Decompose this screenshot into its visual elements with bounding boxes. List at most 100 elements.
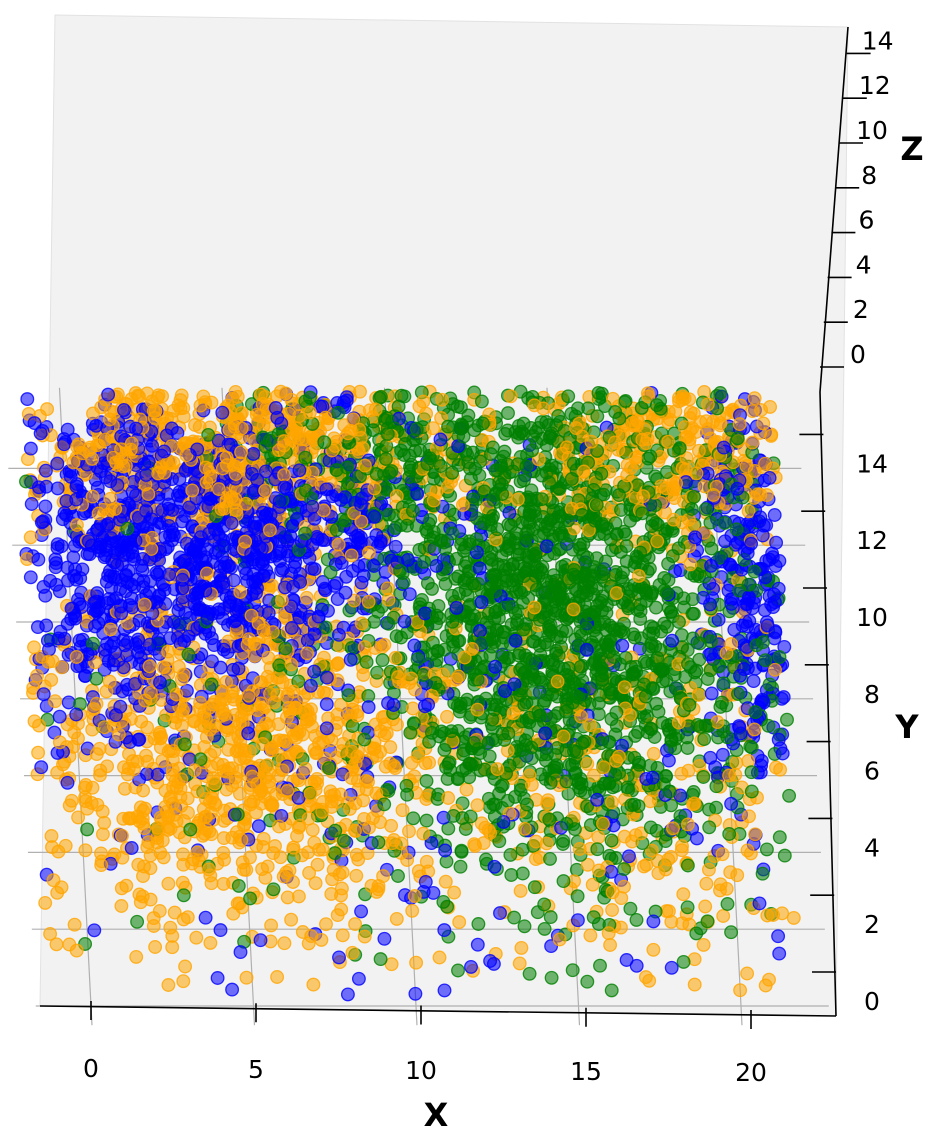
scatter-point [437,923,452,938]
scatter-point [203,868,218,883]
scatter-point [629,958,644,973]
scatter-point [367,481,382,496]
scatter-point [231,878,246,893]
scatter-point [752,896,767,911]
scatter-point [161,978,176,992]
scatter-point [340,987,355,1002]
scatter-point [594,466,609,481]
scatter-point [742,809,756,824]
scatter-point [285,518,300,533]
scatter-point [80,801,95,816]
scatter-point [716,909,731,923]
scatter-point [129,949,144,964]
scatter-point [643,794,658,809]
scatter-point [280,544,295,559]
scatter-point [130,572,145,587]
scatter-point [623,901,638,916]
scatter-point [250,415,265,430]
scatter-point [178,959,193,974]
scatter-point [57,631,72,646]
scatter-point [537,921,552,936]
scatter-point [362,820,376,835]
scatter-point [700,397,715,412]
scatter-point [19,474,33,489]
scatter-point [543,910,558,925]
scatter-point [100,759,115,774]
scatter-point [464,959,478,974]
scatter-point [335,512,350,527]
scatter-point [771,929,786,944]
scatter-point [593,958,607,973]
scatter-point [764,428,779,443]
scatter-point [470,937,485,952]
scatter-point [415,593,429,607]
scatter-point [710,715,725,730]
scatter-point [639,709,654,724]
scatter-point [735,618,750,633]
scatter-point [115,828,129,843]
scatter-point [386,698,401,712]
scatter-point [472,561,487,576]
scatter-point [123,735,137,749]
scatter-point [52,709,67,724]
scatter-point [198,791,213,806]
scatter-point [676,887,691,902]
scatter-point [556,874,571,889]
scatter-point [381,592,396,607]
scatter-point [506,706,521,721]
scatter-point [131,857,146,872]
scatter-point [180,910,195,925]
scatter-point [127,676,142,691]
scatter-point [244,608,259,623]
scatter-point [440,479,455,494]
scatter-point [631,755,646,770]
scatter-point [482,551,497,565]
scatter-point [467,837,482,852]
scatter-point [213,923,228,938]
scatter-point [54,539,69,554]
scatter-point [359,655,374,670]
scatter-point [686,606,701,621]
scatter-point [486,567,501,582]
scatter-point [165,940,180,955]
scatter-point [366,559,381,573]
scatter-point [402,587,417,602]
scatter-point [453,859,468,874]
scatter-point [432,950,447,965]
scatter-point [69,707,84,722]
scatter-point [253,933,268,948]
scatter-point [95,804,110,819]
scatter-point [115,850,130,865]
scatter-point [322,761,336,776]
scatter-point [713,877,728,892]
scatter-point [391,869,405,883]
scatter-point [580,974,595,989]
scatter-point [740,843,755,858]
scatter-point [470,702,485,717]
scatter-point [92,741,107,756]
scatter-point [657,571,672,585]
scatter-point [171,603,186,618]
scatter-point [497,444,512,459]
scatter-point [391,399,406,414]
scatter-point [20,392,35,407]
scatter-point [522,768,537,783]
scatter-point [71,810,86,825]
scatter-point [515,842,530,857]
scatter-point [292,773,307,788]
scatter-point [61,695,76,710]
scatter-point [561,661,576,676]
scatter-point [679,730,694,745]
scatter-point [514,940,529,955]
scatter-point [520,797,534,812]
scatter-point [162,567,177,582]
scatter-point [603,938,618,952]
scatter-point [383,740,398,755]
scatter-point [522,966,537,981]
scatter-point [327,846,342,861]
scatter-point [171,659,186,674]
scatter-point [542,812,557,827]
scatter-point [731,687,745,701]
scatter-point [156,850,171,865]
scatter-point [517,919,532,934]
